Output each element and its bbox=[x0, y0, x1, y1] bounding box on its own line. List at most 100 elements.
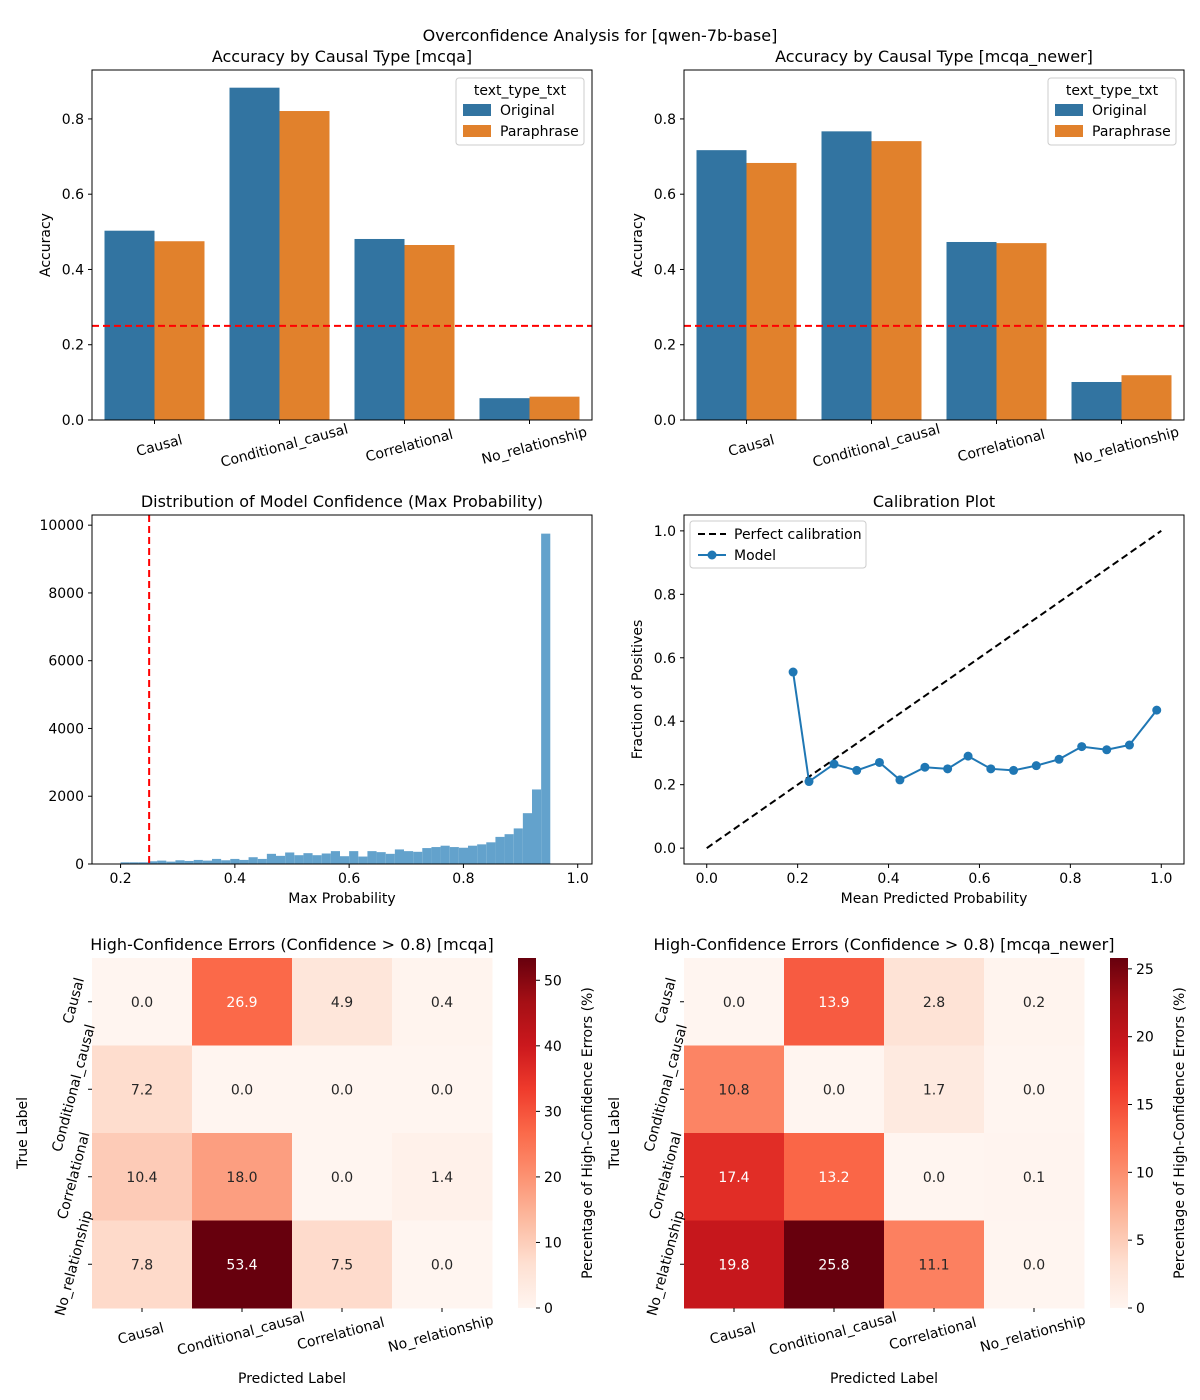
confidence-histogram-hist-bar bbox=[321, 853, 331, 864]
calibration-plot-perfect-line bbox=[706, 530, 1162, 849]
bar-chart-mcqa-legend-label: Paraphrase bbox=[500, 124, 579, 140]
bar-chart-mcqa-newer-ytick-label: 0.2 bbox=[654, 338, 676, 354]
confidence-histogram-hist-bar bbox=[120, 862, 130, 864]
heatmap-mcqa-newer-cell bbox=[984, 958, 1085, 1046]
bar-chart-mcqa-newer-bar bbox=[746, 162, 797, 421]
heatmap-mcqa-cell bbox=[92, 958, 193, 1046]
confidence-histogram-xtick-label: 1.0 bbox=[567, 871, 589, 887]
heatmap-mcqa-col-label: Causal bbox=[116, 1320, 166, 1348]
heatmap-mcqa-cell bbox=[292, 1220, 393, 1309]
bar-chart-mcqa-newer-legend-label: Paraphrase bbox=[1092, 124, 1171, 140]
heatmap-mcqa-cell-value: 0.0 bbox=[331, 1082, 353, 1098]
heatmap-mcqa-newer-colorbar-tick-label: 20 bbox=[1136, 1030, 1154, 1046]
heatmap-mcqa-newer-cell bbox=[684, 1133, 785, 1221]
bar-chart-mcqa-newer-category-label: Correlational bbox=[956, 427, 1047, 466]
heatmap-mcqa-cell-value: 7.8 bbox=[131, 1257, 153, 1273]
heatmap-mcqa-title: High-Confidence Errors (Confidence > 0.8… bbox=[90, 935, 493, 954]
confidence-histogram-xtick-label: 0.4 bbox=[224, 871, 246, 887]
confidence-histogram-hist-bar bbox=[513, 828, 523, 864]
bar-chart-mcqa-newer-ytick-label: 0.8 bbox=[654, 112, 676, 128]
heatmap-mcqa-cell bbox=[192, 958, 293, 1046]
heatmap-mcqa-cell-value: 7.5 bbox=[331, 1257, 353, 1273]
confidence-histogram-hist-bar bbox=[358, 856, 368, 864]
heatmap-mcqa-newer-colorbar-tick-label: 5 bbox=[1136, 1233, 1145, 1249]
bar-chart-mcqa-bar bbox=[154, 241, 205, 420]
heatmap-mcqa-colorbar-label: Percentage of High-Confidence Errors (%) bbox=[580, 987, 596, 1279]
heatmap-mcqa-newer-col-label: Conditional_causal bbox=[768, 1309, 899, 1358]
calibration-plot-legend-label: Model bbox=[734, 548, 776, 564]
heatmap-mcqa-newer-cell bbox=[984, 1133, 1085, 1221]
calibration-plot-ytick-label: 0.4 bbox=[654, 714, 676, 730]
confidence-histogram-ytick-label: 4000 bbox=[48, 721, 84, 737]
bar-chart-mcqa-bar bbox=[479, 398, 530, 420]
confidence-histogram-ytick-label: 0 bbox=[75, 857, 84, 873]
calibration-plot-model-point bbox=[963, 751, 973, 761]
bar-chart-mcqa-newer-ytick-label: 0.4 bbox=[654, 262, 676, 278]
heatmap-mcqa-cell-value: 0.0 bbox=[131, 995, 153, 1011]
confidence-histogram-hist-bar bbox=[422, 848, 432, 864]
bar-chart-mcqa-newer-legend-label: Original bbox=[1092, 103, 1147, 119]
heatmap-mcqa-newer-cell-value: 11.1 bbox=[918, 1257, 949, 1273]
confidence-histogram-hist-bar bbox=[248, 857, 258, 864]
confidence-histogram-hist-bar bbox=[303, 853, 313, 864]
bar-chart-mcqa-category-label: Conditional_causal bbox=[219, 421, 350, 470]
heatmap-mcqa-colorbar bbox=[518, 958, 536, 1308]
confidence-histogram-title: Distribution of Model Confidence (Max Pr… bbox=[141, 492, 543, 511]
heatmap-mcqa-newer-title: High-Confidence Errors (Confidence > 0.8… bbox=[654, 935, 1115, 955]
heatmap-mcqa-col-label: No_relationship bbox=[387, 1312, 496, 1356]
bar-chart-mcqa-newer-bar bbox=[1121, 375, 1172, 420]
bar-chart-mcqa-legend-swatch bbox=[463, 125, 491, 137]
heatmap-mcqa-newer-cell-value: 1.7 bbox=[923, 1082, 945, 1098]
confidence-histogram-xtick-label: 0.8 bbox=[452, 871, 474, 887]
calibration-plot-ytick-label: 0.2 bbox=[654, 778, 676, 794]
bar-chart-mcqa-legend-label: Original bbox=[500, 103, 555, 119]
bar-chart-mcqa-bar bbox=[229, 87, 280, 420]
heatmap-mcqa-newer-cell-value: 25.8 bbox=[818, 1257, 849, 1273]
bar-chart-mcqa-ytick-label: 0.4 bbox=[62, 262, 84, 278]
confidence-histogram-hist-bar bbox=[276, 855, 286, 864]
figure-suptitle: Overconfidence Analysis for [qwen-7b-bas… bbox=[422, 26, 778, 45]
bar-chart-mcqa-title: Accuracy by Causal Type [mcqa] bbox=[212, 47, 472, 66]
confidence-histogram-hist-bar bbox=[330, 851, 340, 864]
confidence-histogram-hist-bar bbox=[340, 856, 350, 864]
confidence-histogram-hist-bar bbox=[257, 858, 267, 864]
heatmap-mcqa-newer-xlabel: Predicted Label bbox=[830, 1371, 938, 1387]
heatmap-mcqa-newer-cell-value: 0.2 bbox=[1023, 995, 1045, 1011]
calibration-plot-ytick-label: 0.6 bbox=[654, 651, 676, 667]
calibration-plot-xtick-label: 0.2 bbox=[787, 871, 809, 887]
heatmap-mcqa-cell-value: 0.0 bbox=[431, 1257, 453, 1273]
confidence-histogram-hist-bar bbox=[495, 836, 505, 864]
confidence-histogram-hist-bar bbox=[404, 851, 414, 864]
confidence-histogram-hist-bar bbox=[202, 860, 212, 864]
confidence-histogram-hist-bar bbox=[184, 860, 194, 864]
bar-chart-mcqa-legend-swatch bbox=[463, 104, 491, 116]
heatmap-mcqa-cell-value: 53.4 bbox=[226, 1257, 257, 1273]
confidence-histogram-hist-bar bbox=[312, 855, 322, 864]
heatmap-mcqa-newer-cell bbox=[684, 958, 785, 1046]
heatmap-mcqa-cell bbox=[92, 1133, 193, 1221]
calibration-plot-legend-label: Perfect calibration bbox=[734, 527, 862, 543]
confidence-histogram-hist-bar bbox=[221, 860, 231, 864]
heatmap-mcqa-newer-cell bbox=[784, 1045, 885, 1134]
heatmap-mcqa-cell-value: 10.4 bbox=[126, 1170, 157, 1186]
calibration-plot-model-point bbox=[852, 765, 862, 775]
heatmap-mcqa-newer-colorbar-tick-label: 15 bbox=[1136, 1098, 1154, 1114]
heatmap-mcqa-cell-value: 0.0 bbox=[231, 1082, 253, 1098]
heatmap-mcqa-cell bbox=[192, 1220, 293, 1309]
confidence-histogram-hist-bar bbox=[230, 858, 240, 864]
calibration-plot-xtick-label: 1.0 bbox=[1150, 871, 1172, 887]
calibration-plot-xlabel: Mean Predicted Probability bbox=[841, 891, 1028, 907]
heatmap-mcqa-cell-value: 0.0 bbox=[331, 1170, 353, 1186]
bar-chart-mcqa-bar bbox=[529, 396, 580, 420]
heatmap-mcqa-colorbar-tick-label: 30 bbox=[544, 1104, 562, 1120]
bar-chart-mcqa-bar bbox=[354, 238, 405, 420]
calibration-plot-model-point bbox=[874, 757, 884, 767]
bar-chart-mcqa-newer-category-label: No_relationship bbox=[1072, 424, 1181, 468]
calibration-plot-ytick-label: 0.0 bbox=[654, 841, 676, 857]
heatmap-mcqa-xlabel: Predicted Label bbox=[238, 1371, 346, 1387]
confidence-histogram-hist-bar bbox=[157, 860, 167, 864]
heatmap-mcqa-newer-cell bbox=[884, 1220, 985, 1309]
bar-chart-mcqa-newer-bar bbox=[946, 241, 997, 420]
bar-chart-mcqa-newer-title: Accuracy by Causal Type [mcqa_newer] bbox=[775, 47, 1093, 67]
